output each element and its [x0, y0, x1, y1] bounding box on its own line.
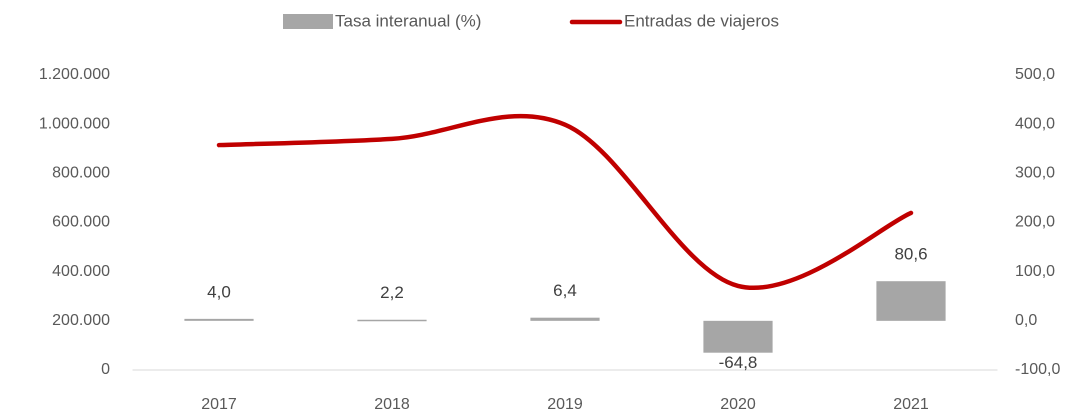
data-label: 4,0 [207, 282, 231, 301]
data-label: 6,4 [553, 281, 577, 300]
x-tick-label: 2018 [374, 396, 410, 409]
bar [530, 317, 600, 321]
y-tick-label: 1.000.000 [39, 115, 110, 132]
bar [703, 320, 773, 353]
legend-label: Entradas de viajeros [624, 11, 779, 30]
x-tick-label: 2019 [547, 396, 583, 409]
y-tick-label: 0 [101, 361, 110, 378]
bar [184, 318, 254, 321]
bar [876, 281, 946, 321]
y-tick-label: 200.000 [52, 312, 110, 329]
y2-tick-label: 300,0 [1015, 165, 1055, 182]
x-tick-label: 2020 [720, 396, 756, 409]
y-tick-label: 1.200.000 [39, 66, 110, 83]
x-tick-label: 2017 [201, 396, 237, 409]
y2-tick-label: 200,0 [1015, 214, 1055, 231]
bar [357, 319, 427, 322]
data-label: 2,2 [380, 283, 404, 302]
y-tick-label: 600.000 [52, 214, 110, 231]
y2-tick-label: 400,0 [1015, 115, 1055, 132]
data-label: 80,6 [894, 245, 927, 264]
y2-tick-label: 0,0 [1015, 312, 1037, 329]
y2-tick-label: 100,0 [1015, 263, 1055, 280]
legend-label: Tasa interanual (%) [335, 11, 481, 30]
y-tick-label: 400.000 [52, 263, 110, 280]
y2-tick-label: 500,0 [1015, 66, 1055, 83]
y-tick-label: 800.000 [52, 165, 110, 182]
line [216, 113, 914, 290]
data-label: -64,8 [719, 353, 758, 372]
y2-tick-label: -100,0 [1015, 361, 1060, 378]
x-tick-label: 2021 [893, 396, 929, 409]
legend-swatch [283, 14, 333, 29]
